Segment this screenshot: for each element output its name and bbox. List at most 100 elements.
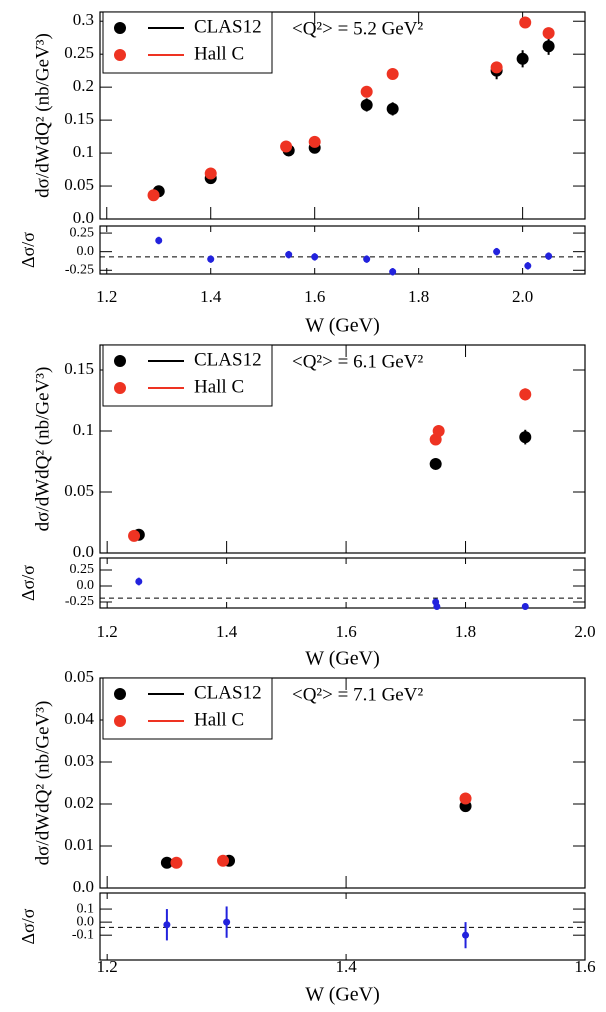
y-tick-label: 0.0 <box>73 208 94 227</box>
ratio-axis-label: Δσ/σ <box>18 908 38 944</box>
plot-frame <box>99 557 586 609</box>
legend-marker <box>114 49 126 61</box>
data-point <box>223 918 231 926</box>
annotation: <Q²> = 5.2 GeV² <box>292 18 423 39</box>
x-tick-label: 1.4 <box>200 287 222 306</box>
x-tick-label: 1.8 <box>455 622 476 641</box>
y-tick-label: 0.02 <box>64 793 94 812</box>
data-point <box>147 189 160 202</box>
legend-label: CLAS12 <box>194 349 262 370</box>
x-axis-label: W (GeV) <box>305 648 380 670</box>
y-tick-label: 0.1 <box>77 901 95 916</box>
y-axis-label: dσ/dWdQ² (nb/GeV³) <box>32 33 53 198</box>
data-point <box>519 388 532 401</box>
plot-frame <box>99 225 586 275</box>
y-axis-label: dσ/dWdQ² (nb/GeV³) <box>32 701 53 866</box>
legend-box <box>102 11 273 74</box>
legend-marker <box>114 382 126 394</box>
y-tick-label: 0.04 <box>64 709 94 728</box>
plot-frame <box>99 677 586 889</box>
ratio-axis-label: Δσ/σ <box>18 232 38 268</box>
data-point <box>285 251 293 259</box>
x-tick-label: 1.6 <box>335 622 356 641</box>
data-point <box>432 425 445 438</box>
data-point <box>163 921 171 929</box>
x-tick-label: 1.2 <box>97 622 118 641</box>
data-point <box>207 255 215 263</box>
data-point <box>521 602 529 610</box>
data-point <box>490 61 503 74</box>
data-point <box>429 457 442 470</box>
legend-label: CLAS12 <box>194 16 262 37</box>
y-tick-label: 0.05 <box>64 667 94 686</box>
y-tick-label: 0.0 <box>77 578 95 593</box>
data-point <box>280 140 293 153</box>
data-point <box>386 67 399 80</box>
x-tick-label: 1.6 <box>304 287 325 306</box>
data-point <box>459 792 472 805</box>
legend-label: Hall C <box>194 376 244 397</box>
y-tick-label: -0.25 <box>65 594 94 609</box>
data-point <box>360 85 373 98</box>
y-tick-label: 0.15 <box>64 109 94 128</box>
plot-frame <box>99 344 586 554</box>
data-point <box>363 255 371 263</box>
data-point <box>386 102 399 115</box>
data-point <box>542 27 555 40</box>
data-point <box>516 52 529 65</box>
legend-box <box>102 677 273 740</box>
data-point <box>360 98 373 111</box>
data-point <box>462 931 470 939</box>
data-point <box>128 529 141 542</box>
y-tick-label: -0.1 <box>72 927 94 942</box>
data-point <box>170 856 183 869</box>
y-tick-label: 0.25 <box>70 562 95 577</box>
x-axis-label: W (GeV) <box>305 984 380 1006</box>
x-tick-label: 1.2 <box>96 287 117 306</box>
data-point <box>160 856 173 869</box>
x-tick-label: 1.2 <box>97 957 118 976</box>
y-tick-label: 0.3 <box>73 10 94 29</box>
y-tick-label: 0.0 <box>77 244 95 259</box>
y-tick-label: 0.1 <box>73 142 94 161</box>
y-tick-label: 0.05 <box>64 175 94 194</box>
data-point <box>493 248 501 256</box>
legend-marker <box>114 22 126 34</box>
y-tick-label: 0.0 <box>73 542 94 561</box>
x-tick-label: 1.4 <box>335 957 357 976</box>
legend-label: Hall C <box>194 43 244 64</box>
y-tick-label: 0.25 <box>64 43 94 62</box>
legend-box <box>102 344 273 407</box>
y-tick-label: 0.03 <box>64 751 94 770</box>
y-tick-label: 0.05 <box>64 481 94 500</box>
legend-marker <box>114 688 126 700</box>
legend-marker <box>114 355 126 367</box>
x-axis-label: W (GeV) <box>305 315 380 337</box>
x-tick-label: 1.4 <box>216 622 238 641</box>
y-tick-label: -0.25 <box>65 262 94 277</box>
y-tick-label: 0.0 <box>77 914 95 929</box>
data-point <box>389 268 397 276</box>
x-tick-label: 2.0 <box>574 622 595 641</box>
data-point <box>308 135 321 148</box>
data-point <box>155 237 163 245</box>
y-axis-label: dσ/dWdQ² (nb/GeV³) <box>32 367 53 532</box>
legend-marker <box>114 715 126 727</box>
data-point <box>135 578 143 586</box>
y-tick-label: 0.01 <box>64 835 94 854</box>
legend-label: Hall C <box>194 709 244 730</box>
x-tick-label: 2.0 <box>512 287 533 306</box>
annotation: <Q²> = 6.1 GeV² <box>292 351 423 372</box>
x-tick-label: 1.8 <box>408 287 429 306</box>
plot-frame <box>99 11 586 220</box>
x-tick-label: 1.6 <box>574 957 595 976</box>
data-point <box>433 602 441 610</box>
data-point <box>311 253 319 261</box>
data-point <box>217 854 230 867</box>
y-tick-label: 0.25 <box>70 225 95 240</box>
y-tick-label: 0.1 <box>73 420 94 439</box>
y-tick-label: 0.2 <box>73 76 94 95</box>
data-point <box>204 167 217 180</box>
annotation: <Q²> = 7.1 GeV² <box>292 684 423 705</box>
